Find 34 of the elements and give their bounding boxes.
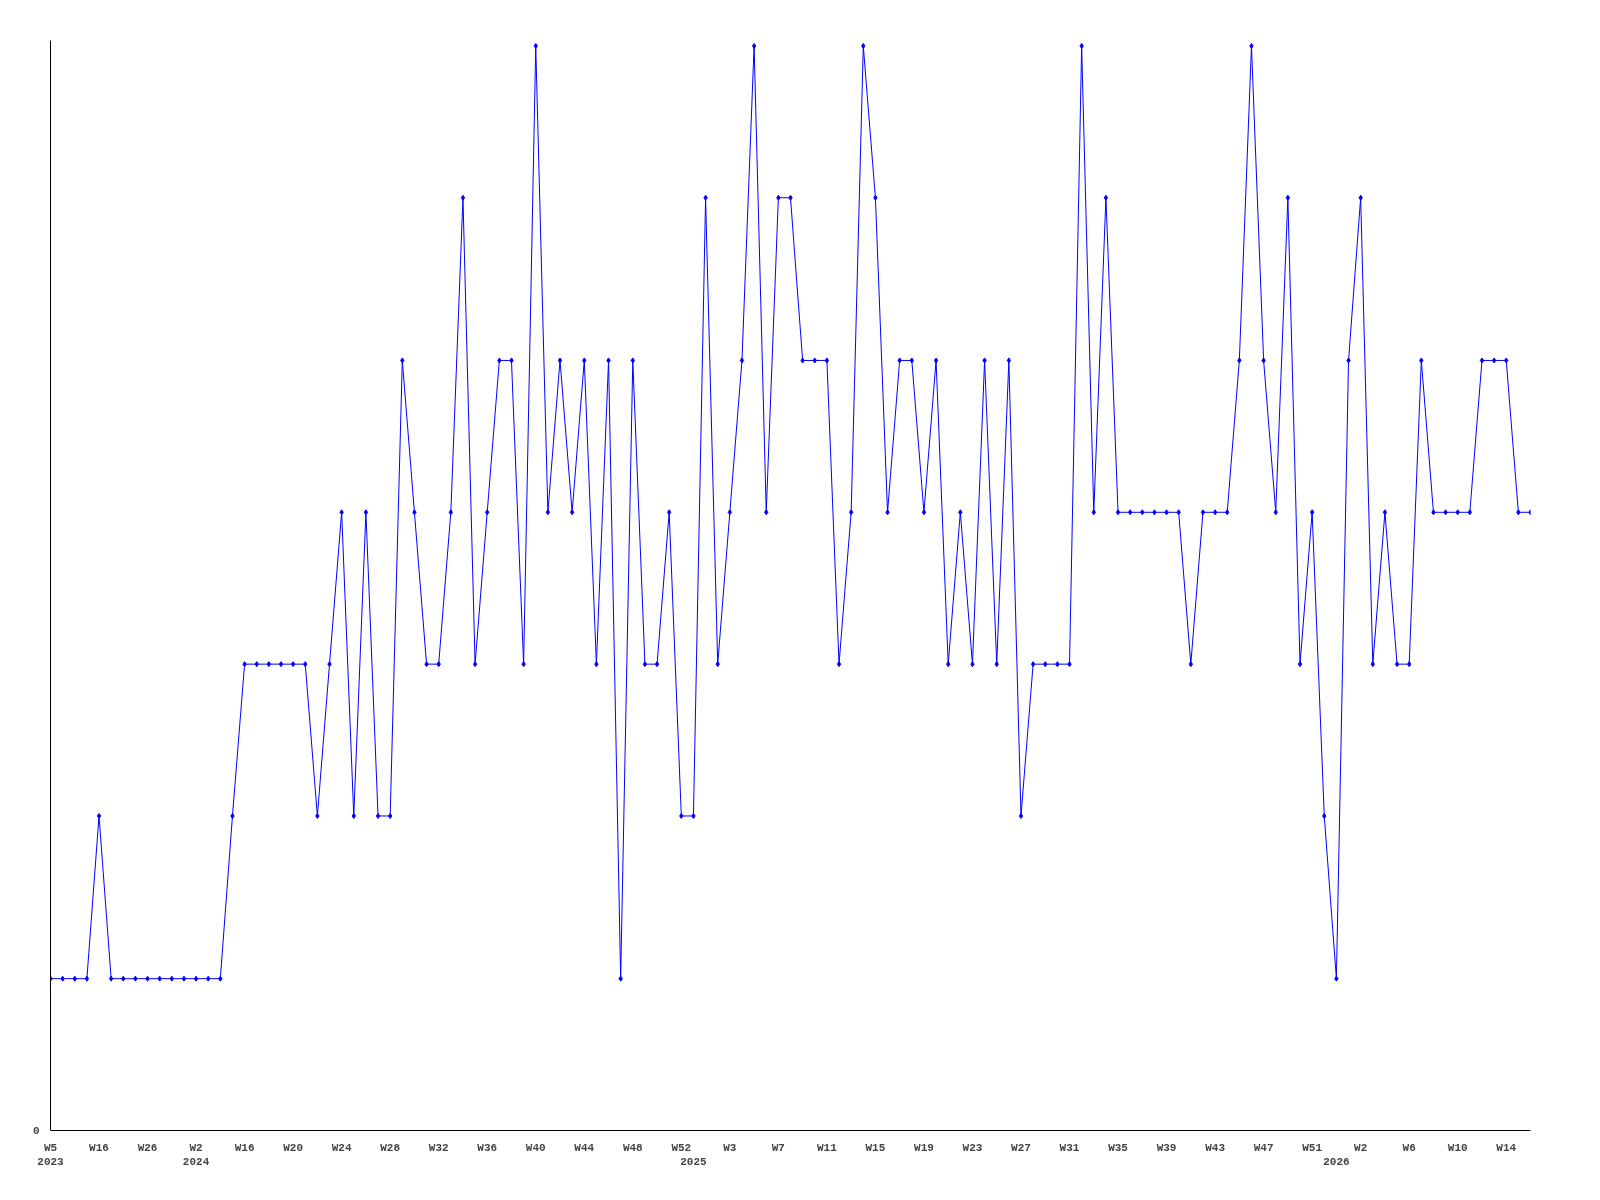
- x-tick-label: W20: [283, 1141, 304, 1154]
- x-tick-label: W3: [723, 1141, 737, 1154]
- x-tick-label: W7: [771, 1141, 785, 1154]
- x-tick-label: W43: [1205, 1141, 1226, 1154]
- x-tick-label: W44: [574, 1141, 595, 1154]
- x-tick-label: W31: [1059, 1141, 1080, 1154]
- x-tick-label: 2026: [1323, 1155, 1350, 1168]
- x-tick-label: W51: [1302, 1141, 1323, 1154]
- x-tick-label: W28: [380, 1141, 401, 1154]
- x-tick-label: W48: [622, 1141, 644, 1154]
- x-tick-label: W40: [525, 1141, 546, 1154]
- x-tick-label: W14: [1496, 1141, 1517, 1154]
- x-tick-label: W24: [331, 1141, 352, 1154]
- x-tick-label: W32: [428, 1141, 449, 1154]
- x-tick-label: W15: [865, 1141, 886, 1154]
- x-tick-label: W6: [1402, 1141, 1416, 1154]
- x-tick-label: 2025: [680, 1155, 708, 1168]
- x-tick-label: W26: [137, 1141, 158, 1154]
- x-tick-label: W5 2023: [37, 1141, 65, 1168]
- x-tick-label: W39: [1156, 1141, 1177, 1154]
- x-tick-label: W10: [1447, 1141, 1468, 1154]
- x-tick-label: W2 2024: [182, 1141, 210, 1168]
- x-tick-label: W11: [816, 1141, 838, 1154]
- x-tick-label: W35: [1108, 1141, 1129, 1154]
- x-tick-label: W16: [234, 1141, 255, 1154]
- text: 0: [32, 1125, 40, 1137]
- x-tick-label: W36: [477, 1141, 498, 1154]
- x-tick-label: W19: [914, 1141, 934, 1154]
- x-tick-label: W2: [1354, 1141, 1368, 1154]
- x-tick-label: W47: [1253, 1141, 1274, 1154]
- x-tick-label: W27: [1011, 1141, 1031, 1154]
- x-tick-label: W16: [89, 1141, 109, 1154]
- x-tick-label: W52: [671, 1141, 692, 1154]
- x-tick-label: W23: [962, 1141, 983, 1154]
